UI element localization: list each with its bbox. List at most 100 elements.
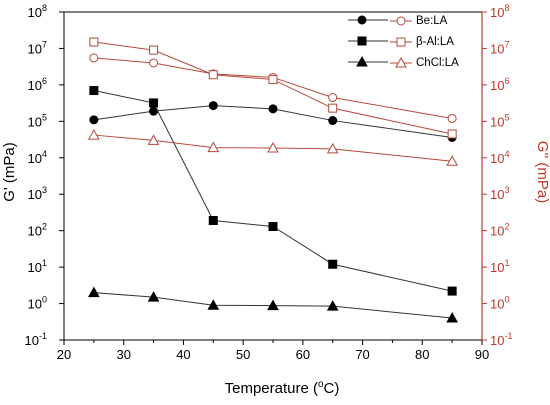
tick-exponent: 1 [504,258,509,268]
legend-marker-g-double-prime [395,56,407,68]
x-tick-label: 40 [176,347,190,362]
series-line [93,292,453,319]
x-tick-label: 90 [475,347,489,362]
series-g-double-prime-5 [88,129,458,166]
tick-exponent: 2 [42,222,47,232]
tick-exponent: 6 [42,76,47,86]
tick-base: 10 [28,5,42,20]
legend-marker-g-prime [357,15,367,25]
tick-base: 10 [28,260,42,275]
series-line [93,105,453,138]
tick-exponent: -1 [39,331,47,341]
series-g-double-prime-4 [89,37,457,139]
x-tick-label: 60 [296,347,310,362]
tick-base: 10 [28,187,42,202]
y-left-tick-label: 102 [28,222,47,239]
data-point [88,286,100,298]
y-right-tick-label: 107 [490,39,509,56]
legend: Be:LA β-Al:LA ChCl:LA [348,15,459,69]
data-point [89,86,99,96]
tick-exponent: 3 [42,185,47,195]
data-point [268,222,278,232]
y-left-tick-label: 101 [28,258,47,275]
data-point [328,93,338,103]
data-point [447,129,457,139]
x-axis-title: Temperature (oC) [225,379,340,397]
data-point [267,299,279,311]
x-tick-label: 30 [116,347,130,362]
data-point [268,104,278,114]
tick-exponent: 8 [42,3,47,13]
tick-exponent: 4 [42,149,47,159]
x-tick-label: 80 [415,347,429,362]
y-left-tick-label: 106 [28,76,47,93]
data-point [328,103,338,113]
data-point [147,134,160,145]
tick-base: 10 [25,333,39,348]
x-axis-title-tail: C) [324,380,340,397]
tick-base: 10 [28,78,42,93]
y-axis-title-right: G'' (mPa) [534,141,550,203]
series-line [93,90,453,292]
tick-exponent: 7 [504,39,509,49]
tick-base: 10 [490,297,504,312]
tick-base: 10 [490,151,504,166]
y-right-tick-label: 105 [490,112,509,129]
x-tick-label: 70 [355,347,369,362]
x-tick-label: 50 [236,347,250,362]
tick-base: 10 [28,151,42,166]
y-right-tick-label: 10-1 [490,331,512,348]
data-point [89,37,99,47]
data-point [446,155,458,166]
data-point [149,58,159,68]
y-right-tick-label: 106 [490,76,509,93]
y-right-tick-label: 102 [490,222,509,239]
tick-base: 10 [490,260,504,275]
tick-base: 10 [490,78,504,93]
tick-base: 10 [28,114,42,129]
tick-exponent: 1 [42,258,47,268]
data-point [328,116,338,126]
data-point [208,70,218,80]
tick-base: 10 [490,41,504,56]
x-axis-title-main: Temperature ( [225,380,318,397]
data-point [207,141,220,153]
data-point [446,312,458,323]
y-right-tick-label: 108 [490,3,509,20]
data-point [89,53,99,63]
tick-base: 10 [490,224,504,239]
data-point [88,129,100,140]
tick-base: 10 [490,187,504,202]
y-right-tick-label: 103 [490,185,509,202]
data-point [89,115,99,125]
series-layer [88,37,458,323]
x-axis-title-superscript: o [318,379,324,390]
tick-exponent: -1 [504,331,512,341]
series-g-prime-1 [89,86,457,296]
tick-base: 10 [490,5,504,20]
y-left-tick-label: 105 [28,112,47,129]
data-point [149,45,159,55]
legend-label: ChCl:LA [416,57,459,69]
tick-exponent: 3 [504,185,509,195]
y-left-tick-label: 108 [28,3,47,20]
x-tick-label: 20 [57,347,71,362]
y-left-tick-label: 107 [28,39,47,56]
tick-exponent: 4 [504,149,509,159]
tick-exponent: 0 [42,295,47,305]
series-line [93,134,453,162]
tick-base: 10 [28,224,42,239]
data-point [149,98,159,108]
legend-marker-g-prime [357,36,367,46]
tick-exponent: 5 [42,112,47,122]
data-point [447,286,457,296]
data-point [207,299,220,310]
tick-exponent: 7 [42,39,47,49]
legend-marker-g-prime [356,55,368,67]
legend-marker-g-double-prime [396,37,406,47]
series-g-prime-0 [89,101,457,143]
data-point [326,300,339,311]
legend-label: Be:LA [416,15,448,27]
y-left-tick-label: 10-1 [25,331,47,348]
